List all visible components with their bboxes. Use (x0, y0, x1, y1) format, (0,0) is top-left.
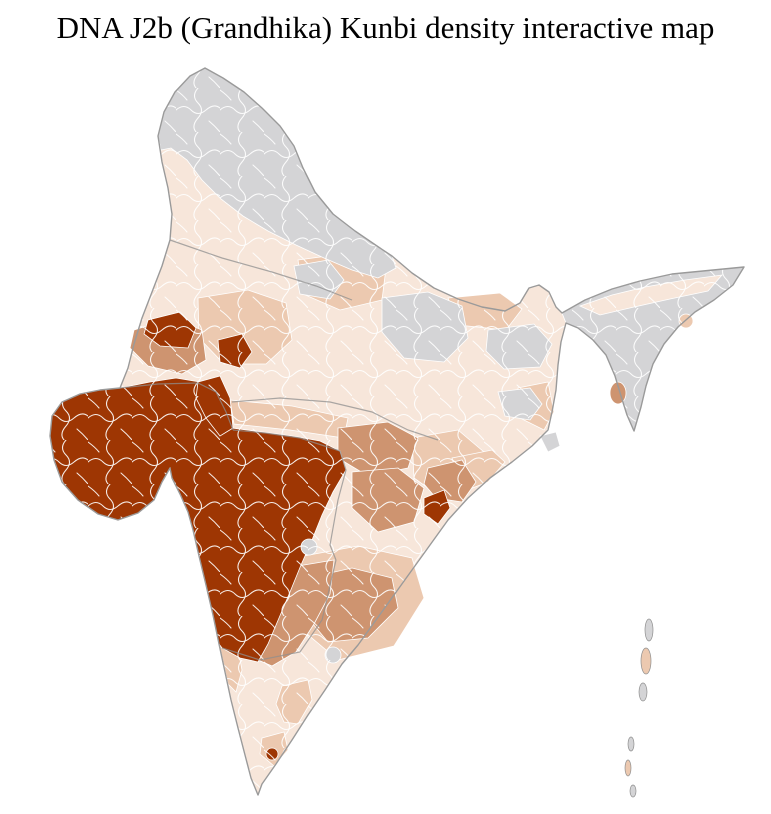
island-andaman-south[interactable] (638, 682, 648, 702)
andaman-nicobar-islands (624, 618, 654, 798)
region-bengal-delta[interactable] (539, 431, 561, 453)
island-andaman-middle[interactable] (640, 647, 652, 675)
island-nicobar-3[interactable] (629, 784, 637, 798)
india-outline (49, 67, 745, 796)
island-nicobar-1[interactable] (627, 736, 635, 752)
island-andaman-north[interactable] (644, 618, 654, 642)
page-title: DNA J2b (Grandhika) Kunbi density intera… (56, 10, 715, 45)
state-boundaries (119, 239, 439, 661)
island-nicobar-2[interactable] (624, 759, 632, 777)
